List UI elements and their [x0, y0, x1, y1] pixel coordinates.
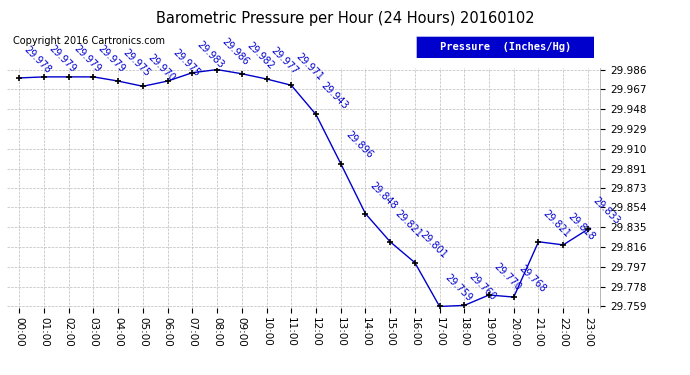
Text: Copyright 2016 Cartronics.com: Copyright 2016 Cartronics.com — [13, 36, 165, 46]
Text: 29.943: 29.943 — [319, 81, 350, 112]
Text: 29.821: 29.821 — [393, 208, 424, 239]
Text: 29.760: 29.760 — [467, 272, 498, 303]
Text: 29.770: 29.770 — [492, 261, 523, 292]
Text: 29.978: 29.978 — [22, 44, 53, 75]
Text: 29.979: 29.979 — [96, 43, 127, 74]
Text: Barometric Pressure per Hour (24 Hours) 20160102: Barometric Pressure per Hour (24 Hours) … — [156, 11, 534, 26]
Text: 29.833: 29.833 — [591, 195, 622, 226]
Text: 29.896: 29.896 — [344, 130, 375, 161]
Text: 29.759: 29.759 — [442, 273, 473, 304]
Text: 29.979: 29.979 — [47, 43, 78, 74]
Text: 29.975: 29.975 — [170, 47, 201, 78]
Text: 29.801: 29.801 — [417, 229, 448, 260]
Text: 29.768: 29.768 — [517, 263, 548, 294]
Text: 29.977: 29.977 — [269, 45, 300, 76]
Text: 29.986: 29.986 — [220, 36, 250, 67]
Text: 29.971: 29.971 — [294, 51, 325, 82]
Text: 29.818: 29.818 — [566, 211, 597, 242]
Text: 29.975: 29.975 — [121, 47, 152, 78]
Text: 29.848: 29.848 — [368, 180, 399, 211]
Text: 29.982: 29.982 — [244, 40, 275, 71]
Text: 29.983: 29.983 — [195, 39, 226, 70]
Text: 29.979: 29.979 — [72, 43, 103, 74]
Text: 29.821: 29.821 — [541, 208, 572, 239]
Text: 29.970: 29.970 — [146, 53, 177, 84]
